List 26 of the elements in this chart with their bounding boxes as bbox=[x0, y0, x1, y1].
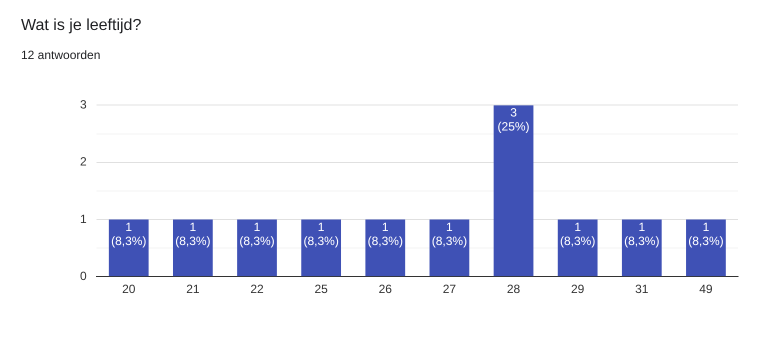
x-tick-label: 21 bbox=[186, 282, 200, 296]
x-tick-label: 29 bbox=[570, 282, 585, 296]
data-label: 1 (8,3%) bbox=[111, 220, 146, 248]
x-tick-label: 27 bbox=[442, 282, 456, 296]
y-tick-label: 3 bbox=[80, 98, 87, 112]
x-tick-label: 31 bbox=[635, 282, 649, 296]
y-tick-label: 1 bbox=[80, 212, 87, 226]
x-tick-label: 26 bbox=[378, 282, 392, 296]
x-tick-label: 22 bbox=[250, 282, 264, 296]
y-tick-label: 2 bbox=[80, 154, 87, 169]
data-label: 1 (8,3%) bbox=[239, 220, 275, 248]
x-tick-label: 25 bbox=[314, 282, 328, 296]
x-tick-label: 28 bbox=[506, 282, 521, 296]
data-label: 1 (8,3%) bbox=[432, 220, 468, 248]
chart-title: Wat is je leeftijd? bbox=[21, 17, 142, 35]
data-label: 3 (25%) bbox=[498, 106, 530, 134]
x-tick-label: 49 bbox=[699, 282, 713, 296]
chart-subtitle: 12 antwoorden bbox=[21, 48, 100, 62]
data-label: 1 (8,3%) bbox=[368, 220, 403, 248]
data-label: 1 (8,3%) bbox=[560, 220, 596, 248]
data-label: 1 (8,3%) bbox=[688, 220, 724, 248]
y-tick-label: 0 bbox=[80, 268, 87, 283]
data-label: 1 (8,3%) bbox=[624, 220, 660, 248]
data-label: 1 (8,3%) bbox=[303, 220, 339, 248]
data-label: 1 (8,3%) bbox=[175, 220, 211, 248]
x-tick-label: 20 bbox=[122, 282, 136, 296]
